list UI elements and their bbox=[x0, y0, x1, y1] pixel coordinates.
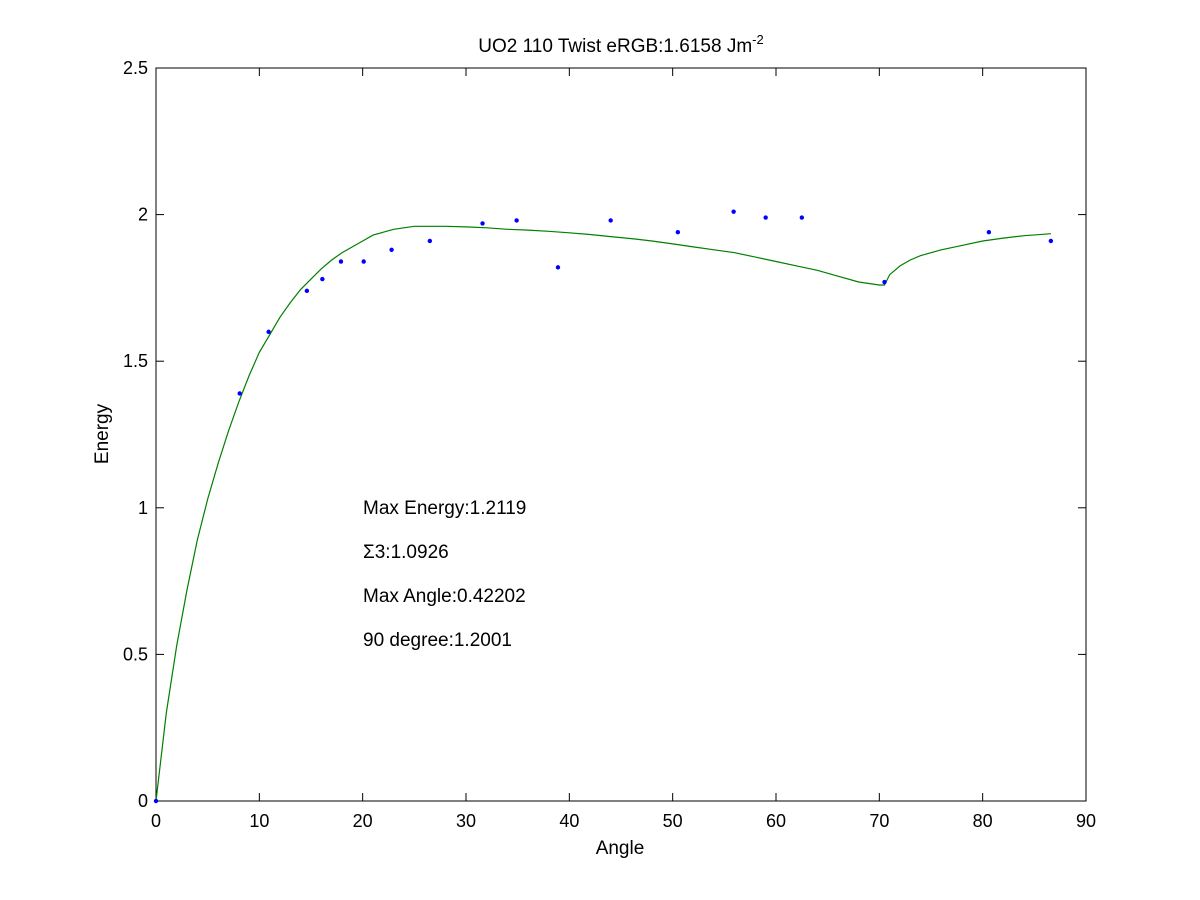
data-point bbox=[361, 259, 366, 264]
x-tick-label: 0 bbox=[151, 811, 161, 831]
x-tick-label: 30 bbox=[456, 811, 476, 831]
plot-area bbox=[155, 67, 1087, 802]
annotation-text: Max Angle:0.42202 bbox=[363, 586, 526, 607]
data-point bbox=[237, 391, 242, 396]
data-point bbox=[675, 229, 681, 235]
x-tick-label: 20 bbox=[353, 811, 373, 831]
fit-curve-layer bbox=[155, 225, 1051, 802]
data-points-layer bbox=[153, 209, 1054, 804]
data-point bbox=[266, 329, 271, 335]
data-point bbox=[608, 218, 613, 223]
data-point bbox=[338, 259, 344, 264]
y-axis-label: Energy bbox=[92, 403, 113, 464]
x-axis-ticks: 0 10 20 30 40 50 60 70 80 90 bbox=[151, 68, 1096, 831]
annotation-text: 90 degree:1.2001 bbox=[363, 630, 512, 651]
data-point bbox=[427, 238, 433, 244]
annotation-text: Max Energy:1.2119 bbox=[363, 498, 526, 519]
chart-title: UO2 110 Twist eRGB:1.6158 Jm-2 bbox=[478, 32, 763, 57]
y-tick-label: 1 bbox=[138, 498, 148, 518]
y-tick-label: 2 bbox=[138, 205, 148, 225]
data-point bbox=[882, 279, 887, 285]
y-tick-label: 0 bbox=[138, 791, 148, 811]
x-tick-label: 70 bbox=[869, 811, 889, 831]
x-axis-label: Angle bbox=[596, 838, 645, 859]
data-point bbox=[514, 218, 519, 223]
data-point bbox=[480, 221, 485, 226]
data-point bbox=[389, 247, 394, 252]
fit-curve bbox=[155, 225, 1051, 802]
annotation-text: Σ3:1.0926 bbox=[363, 542, 449, 563]
chart-title-text: UO2 110 Twist eRGB:1.6158 Jm bbox=[478, 36, 752, 57]
x-tick-label: 90 bbox=[1076, 811, 1096, 831]
x-tick-label: 40 bbox=[559, 811, 579, 831]
data-point bbox=[153, 798, 159, 804]
data-point bbox=[731, 209, 736, 214]
data-point bbox=[763, 215, 768, 220]
data-point bbox=[799, 215, 805, 220]
data-point bbox=[1048, 238, 1054, 244]
y-axis-ticks: 0 0.5 1 1.5 2 2.5 bbox=[123, 58, 1086, 811]
x-tick-label: 80 bbox=[973, 811, 993, 831]
data-point bbox=[555, 265, 561, 270]
y-tick-label: 0.5 bbox=[123, 644, 148, 664]
annotations-layer: Max Energy:1.2119 Σ3:1.0926 Max Angle:0.42… bbox=[363, 498, 526, 651]
y-tick-label: 1.5 bbox=[123, 351, 148, 371]
data-point bbox=[304, 288, 310, 294]
y-tick-label: 2.5 bbox=[123, 58, 148, 78]
x-tick-label: 50 bbox=[663, 811, 683, 831]
data-point bbox=[320, 276, 325, 282]
x-tick-label: 10 bbox=[249, 811, 269, 831]
chart-title-superscript: -2 bbox=[752, 32, 764, 47]
x-tick-label: 60 bbox=[766, 811, 786, 831]
data-point bbox=[986, 229, 992, 235]
